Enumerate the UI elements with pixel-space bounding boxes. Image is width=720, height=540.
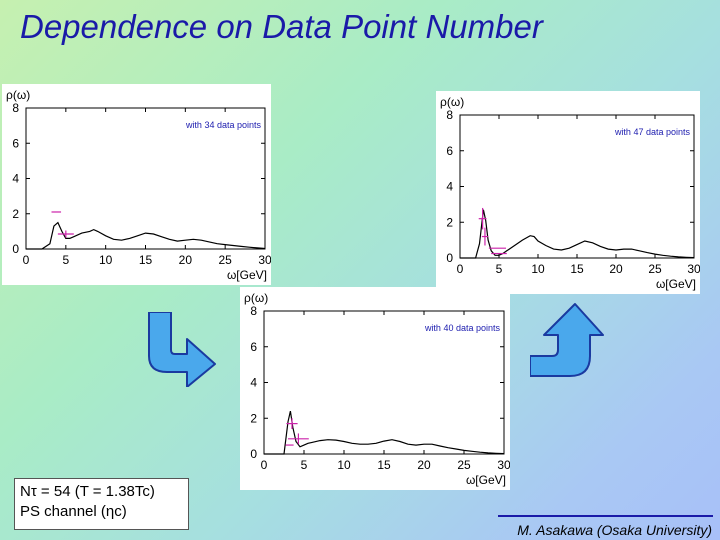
y-tick-label: 6 bbox=[446, 144, 453, 158]
y-tick-label: 8 bbox=[446, 108, 453, 122]
x-tick-label: 10 bbox=[531, 262, 545, 276]
x-tick-label: 0 bbox=[23, 253, 30, 267]
x-tick-label: 25 bbox=[218, 253, 232, 267]
chart-34: 0 2 4 6 8 0 5 10 15 20 25 30 ρ(ω) ω[GeV] with 34 data … bbox=[6, 88, 271, 282]
x-tick-label: 0 bbox=[261, 458, 268, 472]
spectral-curve bbox=[460, 209, 695, 259]
x-tick-label: 10 bbox=[99, 253, 113, 267]
x-tick-label: 25 bbox=[648, 262, 662, 276]
y-tick-label: 8 bbox=[12, 101, 19, 115]
chart-panel-40: 0 2 4 6 8 0 5 10 15 20 25 30 ρ(ω) ω[GeV] with 40 data … bbox=[240, 287, 510, 490]
x-tick-label: 5 bbox=[62, 253, 69, 267]
y-axis-label: ρ(ω) bbox=[440, 95, 464, 109]
x-tick-label: 20 bbox=[609, 262, 623, 276]
x-axis-label: ω[GeV] bbox=[466, 473, 506, 487]
y-tick-label: 6 bbox=[12, 136, 19, 150]
x-tick-label: 5 bbox=[301, 458, 308, 472]
x-tick-label: 15 bbox=[139, 253, 153, 267]
info-line-channel: PS channel (ηc) bbox=[20, 503, 127, 520]
y-tick-label: 6 bbox=[250, 340, 257, 354]
x-tick-label: 5 bbox=[496, 262, 503, 276]
y-tick-label: 2 bbox=[250, 411, 257, 425]
x-tick-label: 20 bbox=[179, 253, 193, 267]
footer-rule bbox=[498, 515, 713, 517]
chart-47: 0 2 4 6 8 0 5 10 15 20 25 30 ρ(ω) ω[GeV] with 47 data … bbox=[440, 95, 700, 291]
y-axis-label: ρ(ω) bbox=[6, 88, 30, 102]
error-bar bbox=[478, 207, 487, 230]
x-tick-label: 15 bbox=[570, 262, 584, 276]
y-tick-label: 0 bbox=[446, 251, 453, 265]
spectral-curve bbox=[264, 410, 505, 455]
y-tick-label: 2 bbox=[446, 215, 453, 229]
error-bar bbox=[288, 433, 309, 445]
x-axis-label: ω[GeV] bbox=[227, 268, 267, 282]
footer-credit: M. Asakawa (Osaka University) bbox=[517, 522, 712, 538]
slide-title: Dependence on Data Point Number bbox=[20, 8, 543, 45]
x-axis-label: ω[GeV] bbox=[656, 277, 696, 291]
y-tick-label: 0 bbox=[250, 447, 257, 461]
error-bar bbox=[286, 418, 298, 429]
error-bar bbox=[57, 230, 74, 238]
data-points-annotation: with 34 data points bbox=[185, 120, 262, 130]
y-tick-label: 4 bbox=[250, 376, 257, 390]
chart-40: 0 2 4 6 8 0 5 10 15 20 25 30 ρ(ω) ω[GeV] with 40 data … bbox=[244, 291, 510, 487]
y-tick-label: 2 bbox=[12, 207, 19, 221]
x-tick-label: 20 bbox=[417, 458, 431, 472]
y-axis-label: ρ(ω) bbox=[244, 291, 268, 305]
info-box: Nτ = 54 (T = 1.38Tc) PS channel (ηc) bbox=[14, 478, 189, 530]
y-tick-label: 4 bbox=[12, 172, 19, 186]
data-points-annotation: with 47 data points bbox=[614, 127, 691, 137]
arrow-up-icon bbox=[530, 303, 604, 377]
y-tick-label: 0 bbox=[12, 242, 19, 256]
x-tick-label: 25 bbox=[457, 458, 471, 472]
x-tick-label: 15 bbox=[377, 458, 391, 472]
chart-panel-34: 0 2 4 6 8 0 5 10 15 20 25 30 ρ(ω) ω[GeV] with 34 data … bbox=[2, 84, 271, 285]
spectral-curve bbox=[26, 221, 266, 250]
x-tick-label: 30 bbox=[258, 253, 271, 267]
error-bar bbox=[481, 227, 489, 246]
x-tick-label: 0 bbox=[457, 262, 464, 276]
x-tick-label: 30 bbox=[497, 458, 510, 472]
x-tick-label: 30 bbox=[687, 262, 700, 276]
y-tick-label: 4 bbox=[446, 180, 453, 194]
arrow-down-right-icon bbox=[148, 312, 216, 387]
info-line-temperature: Nτ = 54 (T = 1.38Tc) bbox=[20, 483, 155, 500]
x-tick-label: 10 bbox=[337, 458, 351, 472]
y-tick-label: 8 bbox=[250, 304, 257, 318]
data-points-annotation: with 40 data points bbox=[424, 323, 501, 333]
chart-panel-47: 0 2 4 6 8 0 5 10 15 20 25 30 ρ(ω) ω[GeV] with 47 data … bbox=[436, 91, 700, 294]
